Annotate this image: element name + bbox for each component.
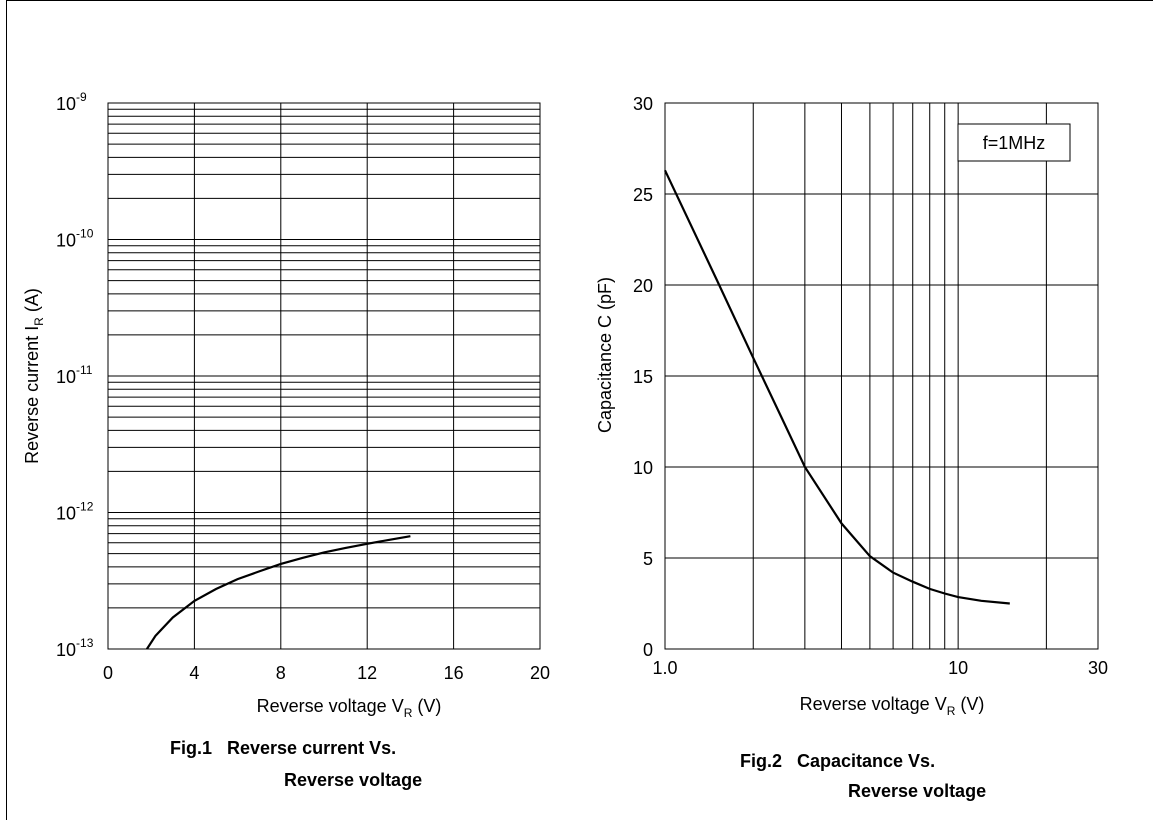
fig2-series — [664, 169, 1010, 605]
fig1-x-axis-label-unit: (V) — [412, 696, 441, 716]
fig2-x-axis-label-text: Reverse voltage V — [800, 694, 947, 714]
fig1-x-tick-label: 12 — [357, 663, 377, 683]
fig1-y-tick-base: 10 — [56, 94, 76, 114]
fig1-y-tick-label: 10-12 — [56, 500, 94, 524]
fig2-y-tick-label: 0 — [643, 640, 653, 660]
fig2-y-tick-label: 5 — [643, 549, 653, 569]
fig2-y-tick-label: 20 — [633, 276, 653, 296]
fig1-y-tick-exp: -12 — [76, 500, 94, 514]
fig2-caption-line1: Fig.2 Capacitance Vs. — [740, 751, 935, 771]
fig1-x-tick-label: 8 — [276, 663, 286, 683]
fig2-tick-labels: 0 5 10 15 20 25 30 1.0 10 30 — [633, 94, 1108, 678]
fig1-x-tick-label: 0 — [103, 663, 113, 683]
fig1-y-tick-base: 10 — [56, 640, 76, 660]
fig2-y-tick-label: 15 — [633, 367, 653, 387]
fig1-y-tick-exp: -13 — [76, 636, 94, 650]
fig1-caption-line1: Fig.1 Reverse current Vs. — [170, 738, 396, 758]
fig1-y-axis-label-text: Reverse current I — [22, 326, 42, 464]
fig2-caption-line2: Reverse voltage — [848, 781, 986, 801]
fig1-y-tick-label: 10-11 — [56, 363, 93, 387]
fig1-series-line — [145, 535, 411, 650]
fig2-y-tick-label: 10 — [633, 458, 653, 478]
fig1-y-tick-label: 10-9 — [56, 90, 87, 114]
fig2-x-tick-label: 30 — [1088, 658, 1108, 678]
fig1-x-tick-label: 20 — [530, 663, 550, 683]
fig1-y-tick-base: 10 — [56, 231, 76, 251]
fig1-plot-frame — [107, 102, 541, 650]
fig1-x-tick-label: 16 — [444, 663, 464, 683]
fig1-series — [145, 535, 411, 650]
fig2-x-tick-label: 1.0 — [652, 658, 677, 678]
fig2-y-tick-label: 30 — [633, 94, 653, 114]
fig1-y-axis-label: Reverse current IR (A) — [22, 288, 46, 464]
fig2-y-axis-label: Capacitance C (pF) — [595, 277, 615, 433]
fig1-y-axis-label-unit: (A) — [22, 288, 42, 317]
fig1-grid — [107, 103, 541, 650]
fig1-y-tick-base: 10 — [56, 504, 76, 524]
fig2-x-axis-label: Reverse voltage VR (V) — [800, 694, 985, 718]
fig1-y-tick-exp: -11 — [76, 363, 93, 377]
fig1-y-tick-label: 10-13 — [56, 636, 94, 660]
fig2-x-axis-label-unit: (V) — [955, 694, 984, 714]
fig2-x-axis-label-sub: R — [947, 704, 956, 718]
fig1-y-tick-label: 10-10 — [56, 227, 94, 251]
fig1-x-axis-label-text: Reverse voltage V — [257, 696, 404, 716]
fig2-series-line — [664, 169, 1010, 605]
fig2-annotation-text: f=1MHz — [983, 133, 1046, 153]
fig1-y-axis-label-sub: R — [32, 317, 46, 326]
fig1-y-tick-exp: -10 — [76, 227, 94, 241]
fig1-caption-line2: Reverse voltage — [284, 770, 422, 790]
fig1-x-axis-label: Reverse voltage VR (V) — [257, 696, 442, 720]
fig2-grid — [665, 102, 1098, 650]
fig2-y-tick-label: 25 — [633, 185, 653, 205]
fig1-x-tick-label: 4 — [189, 663, 199, 683]
fig1-y-tick-exp: -9 — [76, 90, 87, 104]
fig2-annotation-box — [957, 123, 1071, 162]
fig1-x-axis-label-sub: R — [404, 706, 413, 720]
page-frame — [6, 0, 1153, 820]
fig2-capacitance-chart: 0 5 10 15 20 25 30 1.0 10 30 f=1MHz Capacitance C… — [595, 94, 1108, 801]
fig1-y-tick-base: 10 — [56, 367, 76, 387]
fig2-x-tick-label: 10 — [948, 658, 968, 678]
fig2-plot-frame — [664, 102, 1099, 650]
